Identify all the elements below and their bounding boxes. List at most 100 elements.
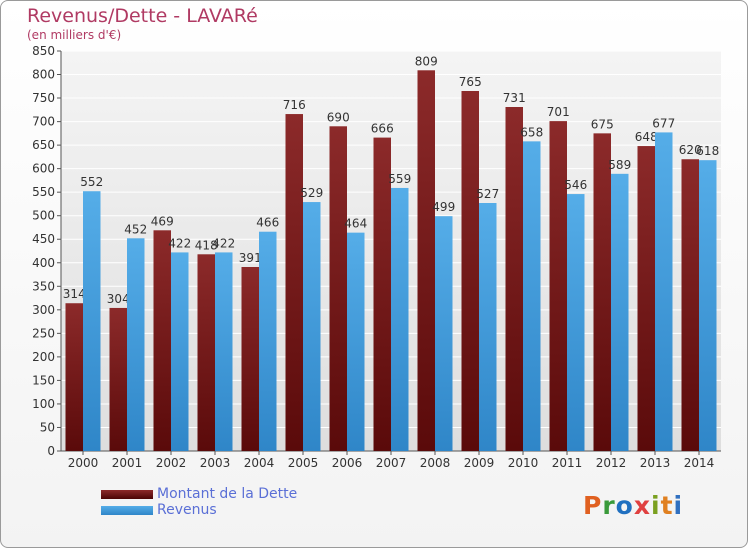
bar-dette [637, 146, 655, 451]
y-tick-label: 850 [32, 44, 55, 58]
data-label-revenus: 529 [300, 186, 323, 200]
y-tick-label: 50 [40, 420, 55, 434]
x-tick-label: 2012 [596, 456, 627, 470]
y-tick-label: 650 [32, 138, 55, 152]
data-label-dette: 391 [239, 251, 262, 265]
y-tick-label: 450 [32, 232, 55, 246]
x-tick-label: 2005 [288, 456, 319, 470]
bar-revenus [655, 132, 673, 452]
bar-revenus [391, 187, 409, 452]
data-label-dette: 666 [371, 122, 394, 136]
data-label-revenus: 464 [344, 217, 367, 231]
data-label-dette: 314 [63, 287, 86, 301]
bar-dette [197, 254, 215, 451]
data-label-dette: 675 [591, 117, 614, 131]
logo-letter: x [633, 491, 651, 520]
bar-dette [417, 70, 435, 451]
y-tick-label: 500 [32, 209, 55, 223]
x-tick-label: 2006 [332, 456, 363, 470]
y-tick-label: 700 [32, 115, 55, 129]
data-label-revenus: 658 [520, 125, 543, 139]
legend-label-dette: Montant de la Dette [157, 486, 298, 502]
bar-dette [549, 121, 567, 451]
data-label-dette: 765 [459, 75, 482, 89]
bar-revenus [567, 194, 585, 451]
data-label-revenus: 552 [80, 175, 103, 189]
data-label-dette: 620 [679, 143, 702, 157]
bar-dette [65, 303, 83, 451]
x-tick-label: 2011 [552, 456, 583, 470]
bar-revenus [171, 252, 189, 451]
bar-dette [241, 267, 259, 451]
legend-swatch-revenus [101, 506, 153, 515]
data-label-dette: 716 [283, 98, 306, 112]
data-label-revenus: 422 [212, 236, 235, 250]
data-label-dette: 701 [547, 105, 570, 119]
x-tick-label: 2002 [156, 456, 187, 470]
data-label-revenus: 559 [388, 172, 411, 186]
x-tick-label: 2003 [200, 456, 231, 470]
data-label-revenus: 466 [256, 216, 279, 230]
x-tick-label: 2000 [68, 456, 99, 470]
x-tick-label: 2010 [508, 456, 539, 470]
x-tick-label: 2014 [684, 456, 715, 470]
bar-dette [505, 107, 523, 451]
y-tick-label: 600 [32, 162, 55, 176]
y-tick-label: 300 [32, 303, 55, 317]
x-tick-label: 2008 [420, 456, 451, 470]
bar-revenus [83, 191, 101, 451]
y-tick-label: 150 [32, 373, 55, 387]
bar-revenus [347, 232, 365, 451]
y-tick-label: 750 [32, 91, 55, 105]
y-tick-label: 350 [32, 279, 55, 293]
x-tick-label: 2013 [640, 456, 671, 470]
data-label-revenus: 452 [124, 222, 147, 236]
data-label-dette: 469 [151, 214, 174, 228]
logo-letter: i [673, 491, 684, 520]
data-label-dette: 690 [327, 110, 350, 124]
bar-dette [373, 137, 391, 451]
bar-dette [329, 126, 347, 451]
y-tick-label: 100 [32, 397, 55, 411]
bar-revenus [127, 238, 145, 451]
logo-letter: P [583, 491, 603, 520]
data-label-revenus: 422 [168, 236, 191, 250]
data-label-revenus: 499 [432, 200, 455, 214]
y-tick-label: 0 [47, 444, 55, 458]
chart-subtitle: (en milliers d'€) [27, 28, 122, 42]
data-label-revenus: 546 [564, 178, 587, 192]
data-label-dette: 731 [503, 91, 526, 105]
bar-revenus [435, 216, 453, 451]
bar-dette [461, 91, 479, 451]
data-label-dette: 304 [107, 292, 130, 306]
bar-revenus [523, 141, 541, 451]
data-label-revenus: 527 [476, 187, 499, 201]
legend-swatch-dette [101, 490, 153, 499]
chart-title: Revenus/Dette - LAVARé [27, 5, 258, 27]
data-label-dette: 809 [415, 54, 438, 68]
y-tick-label: 400 [32, 256, 55, 270]
bar-revenus [303, 202, 321, 451]
logo-letter: o [615, 491, 634, 520]
logo-letter: i [651, 491, 661, 520]
x-tick-label: 2004 [244, 456, 275, 470]
y-tick-label: 550 [32, 185, 55, 199]
bar-dette [593, 133, 611, 451]
data-label-dette: 418 [195, 238, 218, 252]
logo-letter: t [660, 491, 674, 520]
bar-dette [681, 159, 699, 451]
bar-dette [109, 307, 127, 451]
logo-letter: r [602, 491, 616, 520]
data-label-revenus: 589 [608, 158, 631, 172]
data-label-dette: 648 [635, 130, 658, 144]
proxiti-logo: Proxiti [583, 491, 683, 520]
x-tick-label: 2009 [464, 456, 495, 470]
x-tick-label: 2007 [376, 456, 407, 470]
y-tick-label: 800 [32, 68, 55, 82]
bar-revenus [611, 173, 629, 451]
x-tick-label: 2001 [112, 456, 143, 470]
bar-revenus [479, 203, 497, 451]
bar-revenus [215, 252, 233, 451]
